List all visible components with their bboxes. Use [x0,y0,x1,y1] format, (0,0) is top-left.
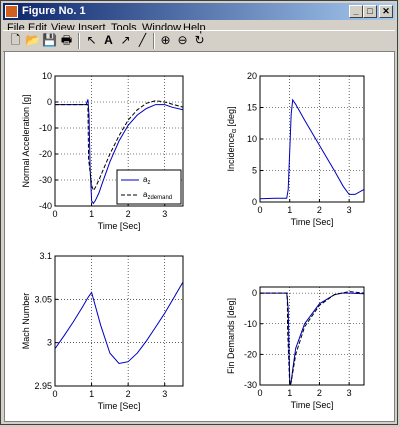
x-tick-label: 1 [89,209,94,219]
x-tick-label: 3 [347,205,352,215]
y-axis-label: Incidenceα [deg] [226,106,238,171]
legend-entry: azdemand [143,190,172,201]
y-tick-label: 3.05 [34,294,52,304]
y-tick-label: 10 [247,134,257,144]
window-title: Figure No. 1 [22,5,86,17]
minimize-button[interactable]: _ [349,5,363,18]
x-tick-label: 0 [257,388,262,398]
legend-entry-sub: zdemand [147,195,172,201]
x-tick-label: 2 [126,209,131,219]
series-line-2 [55,100,183,192]
y-tick-label: 20 [247,71,257,81]
toolbar-separator [78,33,80,49]
x-tick-label: 0 [52,209,57,219]
y-tick-label: 2.95 [34,381,52,391]
y-tick-label: -10 [39,123,52,133]
y-axis-label-main: Normal Acceleration [g] [21,94,31,187]
chart-4: 0 1 2 3 0 -10 -20 -30 Time [Sec] Fin Demands [deg… [226,286,365,410]
x-tick-label: 3 [162,209,167,219]
series-line-1 [55,99,183,205]
y-axis-label: Mach Number [21,293,31,350]
y-tick-label: 0 [47,97,52,107]
pointer-icon[interactable]: ↖ [86,33,97,47]
y-tick-label: -30 [244,380,257,390]
y-axis-label: Fin Demands [deg] [226,298,236,374]
y-tick-label: 0 [252,288,257,298]
title-bar[interactable]: Figure No. 1 _ □ ✕ [3,3,395,20]
menu-insert[interactable]: Insert [78,22,106,34]
y-tick-label: 5 [252,166,257,176]
arrow-icon[interactable]: ↗ [120,33,131,47]
maximize-button[interactable]: □ [363,5,377,18]
x-axis-label: Time [Sec] [291,217,334,227]
y-tick-label: 15 [247,103,257,113]
rotate-icon[interactable]: ↻ [194,33,205,47]
y-tick-label: 10 [42,71,52,81]
x-tick-label: 1 [287,388,292,398]
y-tick-label: -40 [39,201,52,211]
x-tick-label: 2 [317,388,322,398]
series-line-1 [55,281,183,365]
y-tick-label: 0 [252,197,257,207]
figure-canvas: 0 1 2 3 10 0 -10 -20 -30 -40 Time [Sec] Normal Acce… [4,51,395,422]
y-axis-label-suffix: [deg] [226,106,236,129]
y-axis-label-main: Fin Demands [deg] [226,298,236,374]
menu-window[interactable]: Window [142,22,182,34]
plot-area [54,255,184,387]
plot-area [259,286,365,386]
y-axis-label-main: Mach Number [21,293,31,350]
line-icon[interactable]: ╱ [138,33,147,47]
chart-1: 0 1 2 3 10 0 -10 -20 -30 -40 Time [Sec] Normal Acce… [21,71,184,231]
zoom-in-icon[interactable]: ⊕ [160,33,171,47]
y-tick-label: 3.1 [39,251,52,261]
menu-help[interactable]: Help [183,22,206,34]
x-tick-label: 1 [287,205,292,215]
y-axis-label-main: Incidence [226,133,236,172]
menu-edit[interactable]: Edit [28,22,47,34]
x-tick-label: 2 [317,205,322,215]
menu-view[interactable]: View [51,22,75,34]
open-icon[interactable]: 📂 [25,33,40,47]
toolbar: 🗋 📂 💾 🖶 ↖ A ↗ ╱ ⊕ ⊖ ↻ [3,30,395,52]
x-tick-label: 3 [162,389,167,399]
toolbar-separator [153,33,155,49]
legend-box [116,169,182,205]
y-tick-label: 3 [47,338,52,348]
x-tick-label: 2 [126,389,131,399]
legend-entry-name: a [143,175,148,184]
x-axis-label: Time [Sec] [291,400,334,410]
chart-2: 0 1 2 3 0 5 10 15 20 Time [Sec] Incidenceα [deg] [226,71,365,227]
zoom-out-icon[interactable]: ⊖ [177,33,188,47]
chart-3: 0 1 2 3 3.1 3.05 3 2.95 Time [Sec] Mach Number [21,251,184,411]
x-axis-label: Time [Sec] [98,221,141,231]
y-tick-label: -20 [39,149,52,159]
x-tick-label: 0 [52,389,57,399]
print-icon[interactable]: 🖶 [60,33,73,47]
y-axis-label-sub: α [231,129,238,133]
save-icon[interactable]: 💾 [42,33,57,47]
y-tick-label: -20 [244,349,257,359]
menu-tools[interactable]: Tools [111,22,137,34]
x-tick-label: 3 [347,388,352,398]
y-axis-label: Normal Acceleration [g] [21,94,31,187]
legend-entry: az [143,175,150,186]
menu-bar: File Edit View Insert Tools Window Help [3,21,395,37]
text-icon[interactable]: A [104,33,113,47]
series-line-2 [260,291,364,385]
x-tick-label: 1 [89,389,94,399]
matlab-figure-icon [5,5,18,18]
y-tick-label: -30 [39,175,52,185]
series-line-1 [260,98,364,200]
legend-entry-sub: z [147,180,150,186]
x-axis-label: Time [Sec] [98,401,141,411]
y-tick-label: -10 [244,319,257,329]
menu-file[interactable]: File [7,22,25,34]
new-icon[interactable]: 🗋 [10,33,21,47]
close-button[interactable]: ✕ [379,5,393,18]
legend-entry-name: a [143,190,148,199]
x-tick-label: 0 [257,205,262,215]
